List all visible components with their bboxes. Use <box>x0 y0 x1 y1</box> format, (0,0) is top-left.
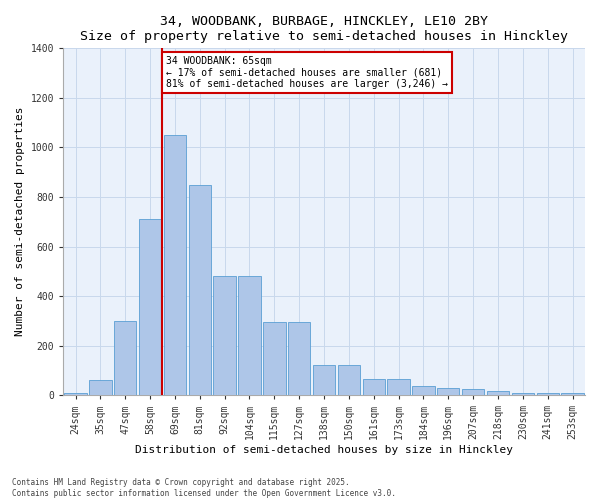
Title: 34, WOODBANK, BURBAGE, HINCKLEY, LE10 2BY
Size of property relative to semi-deta: 34, WOODBANK, BURBAGE, HINCKLEY, LE10 2B… <box>80 15 568 43</box>
Bar <box>114 321 136 395</box>
Y-axis label: Number of semi-detached properties: Number of semi-detached properties <box>15 107 25 336</box>
Bar <box>64 392 86 395</box>
Bar <box>362 379 385 395</box>
Bar <box>188 184 211 395</box>
Text: 34 WOODBANK: 65sqm
← 17% of semi-detached houses are smaller (681)
81% of semi-d: 34 WOODBANK: 65sqm ← 17% of semi-detache… <box>166 56 448 89</box>
Bar <box>214 276 236 395</box>
Bar <box>238 276 260 395</box>
Bar <box>512 392 534 395</box>
Bar <box>462 389 484 395</box>
Bar <box>313 366 335 395</box>
Bar <box>288 322 310 395</box>
Bar <box>536 392 559 395</box>
Text: Contains HM Land Registry data © Crown copyright and database right 2025.
Contai: Contains HM Land Registry data © Crown c… <box>12 478 396 498</box>
Bar <box>139 220 161 395</box>
Bar <box>338 366 360 395</box>
Bar <box>89 380 112 395</box>
Bar <box>263 322 286 395</box>
Bar <box>562 392 584 395</box>
Bar <box>164 135 186 395</box>
X-axis label: Distribution of semi-detached houses by size in Hinckley: Distribution of semi-detached houses by … <box>135 445 513 455</box>
Bar <box>487 392 509 395</box>
Bar <box>437 388 460 395</box>
Bar <box>412 386 434 395</box>
Bar <box>388 379 410 395</box>
